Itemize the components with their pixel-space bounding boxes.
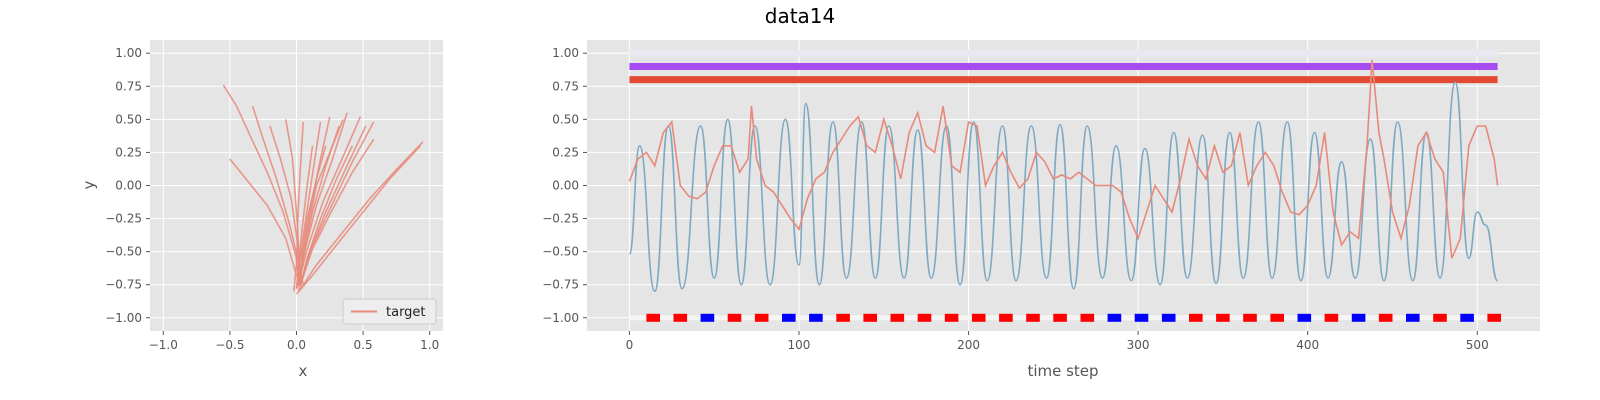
event-marker-red bbox=[754, 313, 769, 322]
target-line bbox=[298, 116, 362, 281]
legend-box bbox=[342, 298, 437, 325]
event-marker-red bbox=[863, 313, 877, 322]
target-line bbox=[297, 145, 314, 272]
y-tick-label: −0.25 bbox=[542, 212, 579, 226]
event-marker-blue bbox=[1351, 313, 1366, 322]
event-marker-red bbox=[646, 313, 660, 322]
x-tick-label: 400 bbox=[1296, 338, 1319, 352]
event-marker-blue bbox=[1406, 313, 1420, 322]
x-tick-label: 1.0 bbox=[420, 338, 439, 352]
event-marker-red bbox=[673, 313, 688, 322]
target-line bbox=[298, 141, 424, 292]
event-marker-red bbox=[890, 313, 905, 322]
x-tick-label: 0.0 bbox=[287, 338, 306, 352]
right-plot-area bbox=[628, 49, 1501, 322]
target-line bbox=[299, 119, 344, 272]
y-tick-label: 0.75 bbox=[552, 79, 579, 93]
y-tick-label: 1.00 bbox=[115, 46, 142, 60]
y-tick-label: −0.75 bbox=[542, 278, 579, 292]
event-marker-red bbox=[999, 313, 1013, 322]
y-tick-label: 1.00 bbox=[552, 46, 579, 60]
x-tick-label: 0 bbox=[626, 338, 634, 352]
left-x-axis-label: x bbox=[299, 362, 308, 380]
event-marker-blue bbox=[1134, 313, 1149, 322]
x-tick-label: −0.5 bbox=[215, 338, 244, 352]
event-marker-blue bbox=[1297, 313, 1312, 322]
right-x-axis-label: time step bbox=[1027, 362, 1098, 380]
event-marker-red bbox=[836, 313, 850, 322]
x-tick-label: 100 bbox=[788, 338, 811, 352]
y-tick-label: −1.00 bbox=[542, 311, 579, 325]
event-marker-red bbox=[1189, 313, 1203, 322]
target-series bbox=[222, 84, 424, 295]
blue-series-line bbox=[628, 81, 1499, 293]
y-tick-label: 0.50 bbox=[552, 112, 579, 126]
y-tick-label: −0.50 bbox=[542, 245, 579, 259]
legend-label-target: target bbox=[386, 305, 426, 320]
y-tick-label: 0.25 bbox=[115, 145, 142, 159]
event-marker-red bbox=[1026, 313, 1040, 322]
event-marker-red bbox=[1487, 313, 1501, 322]
event-marker-red bbox=[1324, 313, 1339, 322]
event-marker-red bbox=[727, 313, 742, 322]
left-chart: −1.0 −0.5 0.0 0.5 1.0 −1.00 −0.75 −0.50 −0.25 0.0… bbox=[105, 40, 443, 352]
event-marker-red bbox=[971, 313, 986, 322]
event-marker-red bbox=[1053, 313, 1067, 322]
target-line bbox=[299, 121, 375, 285]
event-marker-red bbox=[1243, 313, 1257, 322]
event-marker-blue bbox=[1460, 313, 1474, 322]
event-marker-blue bbox=[782, 313, 796, 322]
target-line bbox=[295, 121, 322, 289]
event-marker-blue bbox=[700, 313, 715, 322]
y-tick-label: 0.00 bbox=[115, 179, 142, 193]
left-y-axis-label: y bbox=[80, 180, 98, 189]
event-marker-blue bbox=[809, 313, 823, 322]
event-marker-red bbox=[1270, 313, 1284, 322]
red-series-line bbox=[628, 59, 1499, 259]
event-marker-red bbox=[1080, 313, 1095, 322]
y-tick-label: 0.25 bbox=[552, 145, 579, 159]
target-line bbox=[295, 145, 421, 295]
y-tick-label: −0.25 bbox=[105, 212, 142, 226]
event-marker-blue bbox=[1107, 313, 1122, 322]
right-chart: 0 100 200 300 400 500 −1.00 −0.75 −0.50 −0.25 0.00… bbox=[542, 40, 1540, 352]
target-line bbox=[299, 145, 327, 259]
event-marker-red bbox=[1433, 313, 1447, 322]
x-tick-label: 300 bbox=[1127, 338, 1150, 352]
target-line bbox=[293, 121, 304, 292]
event-marker-red bbox=[917, 313, 932, 322]
y-tick-label: −1.00 bbox=[105, 311, 142, 325]
x-tick-label: 500 bbox=[1466, 338, 1489, 352]
x-tick-label: −1.0 bbox=[149, 338, 178, 352]
y-tick-label: −0.50 bbox=[105, 245, 142, 259]
target-line bbox=[301, 138, 375, 281]
y-tick-label: −0.75 bbox=[105, 278, 142, 292]
y-tick-label: 0.00 bbox=[552, 179, 579, 193]
y-tick-label: 0.75 bbox=[115, 79, 142, 93]
x-tick-label: 0.5 bbox=[354, 338, 373, 352]
event-marker-red bbox=[944, 313, 959, 322]
event-marker-blue bbox=[1161, 313, 1176, 322]
x-tick-label: 200 bbox=[957, 338, 980, 352]
event-marker-red bbox=[1216, 313, 1230, 322]
y-tick-label: 0.50 bbox=[115, 112, 142, 126]
event-marker-red bbox=[1378, 313, 1393, 322]
grid bbox=[150, 40, 443, 331]
legend: target bbox=[342, 298, 437, 325]
figure-title: data14 bbox=[765, 4, 836, 28]
